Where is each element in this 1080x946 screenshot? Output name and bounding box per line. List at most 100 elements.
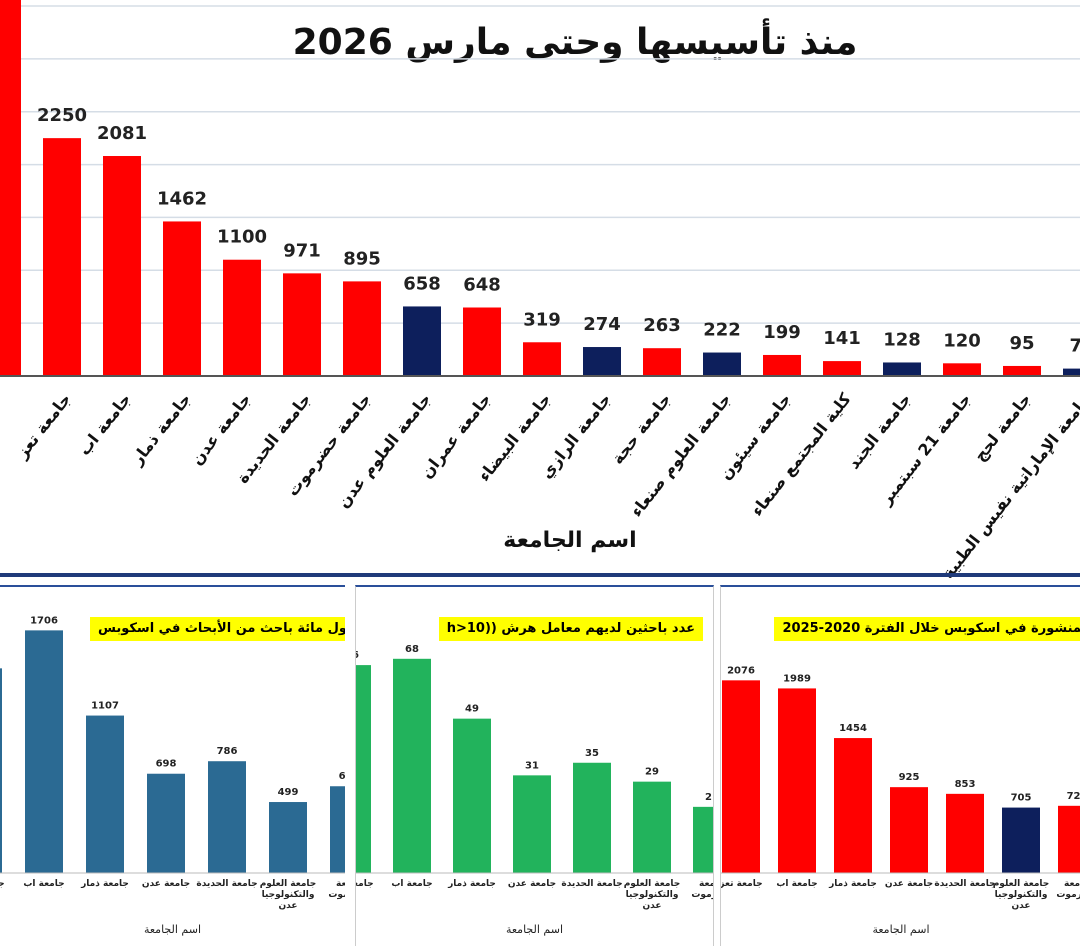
- value-label: 199: [763, 322, 801, 343]
- x-tick-label: جامعة الحديدة: [934, 879, 996, 889]
- x-tick-label-box: جامعة اب: [776, 879, 818, 889]
- x-tick-label-box: جامعة العلوم والتكنولوجيا عدن: [259, 879, 317, 911]
- value-label: 263: [643, 315, 681, 336]
- x-tick-label: جامعة اب: [776, 879, 818, 889]
- x-tick-label-box: جامعة عدن: [507, 879, 557, 889]
- value-label: 66: [356, 650, 359, 661]
- x-tick-label: جامعة تعز: [0, 879, 15, 890]
- panel-chart: 2076 جامعة تعز 1989 جامعة اب 1454 جامعة ذمار 9…: [721, 665, 1080, 936]
- x-tick-label: جامعة عدن: [884, 879, 934, 889]
- panel-title: عدد باحثين لديهم معامل هرش ((h>10: [438, 617, 703, 641]
- panel-chart: 66 جامعة تعز 68 جامعة اب 49 جامعة ذمار 31 جامعة…: [356, 644, 713, 936]
- value-label: 499: [278, 787, 299, 798]
- x-tick-label-box: جامعة حضرموت: [1056, 879, 1080, 900]
- bar: [147, 773, 185, 873]
- x-tick-label-box: جامعة تعز: [721, 879, 763, 889]
- x-axis-label: اسم الجامعة: [503, 528, 636, 553]
- panel-title: ول مائة باحث من الأبحاث في اسكوبس: [89, 617, 345, 641]
- bar: [1058, 805, 1080, 873]
- bar: [356, 665, 371, 873]
- value-label: 1100: [217, 227, 267, 248]
- value-label: 648: [463, 274, 501, 295]
- value-label: 971: [283, 240, 321, 261]
- bar: [573, 762, 611, 873]
- value-label: 49: [465, 704, 479, 715]
- x-tick-label: جامعة عدن: [187, 390, 255, 469]
- bar: [0, 668, 2, 873]
- x-tick-label: جامعة لحج: [970, 390, 1035, 465]
- value-label: 1454: [839, 723, 867, 734]
- x-tick-label: جامعة اب: [23, 879, 65, 889]
- x-tick-label: جامعة العلوم والتكنولوجيا عدن: [623, 879, 681, 911]
- value-label: 705: [1011, 793, 1032, 804]
- x-tick-label-box: جامعة الحديدة: [561, 879, 623, 889]
- value-label: 698: [156, 759, 177, 770]
- value-label: 274: [583, 314, 621, 335]
- bar: [43, 138, 81, 376]
- bar: [86, 715, 124, 873]
- bar: [1003, 365, 1041, 376]
- x-tick-label-box: جامعة عدن: [142, 879, 190, 889]
- value-label: 1706: [30, 615, 58, 626]
- x-tick-label: جامعة ذمار: [127, 390, 195, 470]
- x-tick-label-box: جامعة اب: [391, 879, 433, 889]
- value-label: 2081: [97, 123, 147, 144]
- bar: [330, 786, 345, 873]
- bar: [633, 781, 671, 873]
- bar: [722, 680, 760, 873]
- x-tick-label: جامعة العلوم والتكنولوجيا عدن: [992, 879, 1050, 911]
- value-label: 31: [525, 760, 539, 771]
- bar: [453, 718, 491, 873]
- bar: [693, 806, 713, 873]
- bar: [163, 221, 201, 376]
- x-tick-label: جامعة تعز: [12, 390, 75, 463]
- x-tick-label-box: جامعة ذمار: [829, 879, 877, 889]
- x-tick-label: جامعة تعز: [356, 879, 374, 889]
- bar: [283, 273, 321, 376]
- x-tick-label-box: جامعة تعز: [356, 879, 374, 889]
- bar: [1063, 368, 1080, 376]
- bar: [583, 347, 621, 376]
- value-label: 68: [405, 644, 419, 655]
- x-tick-label: جامعة حضرموت: [691, 879, 713, 900]
- bar: [223, 259, 261, 376]
- value-label: 2076: [727, 665, 755, 676]
- bar: [643, 348, 681, 376]
- bar: [269, 802, 307, 873]
- bar: [823, 361, 861, 376]
- bar: [883, 362, 921, 376]
- x-axis-label: اسم الجامعة: [872, 923, 929, 936]
- bar: [208, 761, 246, 873]
- x-tick-label: جامعة ذمار: [829, 879, 877, 889]
- value-label: 95: [1009, 333, 1034, 354]
- bar: [890, 787, 928, 873]
- x-tick-label: جامعة العلوم والتكنولوجيا عدن: [259, 879, 317, 911]
- value-label: 1107: [91, 701, 119, 712]
- value-label: 895: [343, 248, 381, 269]
- bar: [103, 156, 141, 376]
- value-label: 120: [943, 330, 981, 351]
- x-tick-label: جامعة ذمار: [448, 879, 496, 889]
- value-label: 925: [899, 772, 920, 783]
- x-tick-label: جامعة اب: [391, 879, 433, 889]
- x-tick-label: جامعة عدن: [507, 879, 557, 889]
- bar: [763, 354, 801, 376]
- value-label: 1462: [157, 188, 207, 209]
- bar: [1002, 807, 1040, 873]
- x-tick-label: جامعة الحديدة: [561, 879, 623, 889]
- value-label: 724: [1067, 791, 1080, 802]
- panel: 2076 جامعة تعز 1989 جامعة اب 1454 جامعة ذمار 9…: [720, 585, 1080, 946]
- value-label: 786: [217, 746, 238, 757]
- x-tick-label-box: جامعة العلوم والتكنولوجيا عدن: [623, 879, 681, 911]
- bar: [513, 775, 551, 873]
- x-tick-label-box: جامعة عدن: [884, 879, 934, 889]
- bar: [0, 0, 21, 376]
- value-label: 70: [1069, 336, 1080, 357]
- bar: [946, 793, 984, 873]
- bar: [25, 630, 63, 873]
- x-tick-label: جامعة ذمار: [81, 879, 129, 889]
- x-tick-label-box: جامعة الحديدة: [934, 879, 996, 889]
- x-tick-label: جامعة حضرموت: [328, 879, 345, 900]
- bar: [778, 688, 816, 873]
- x-axis-label: اسم الجامعة: [144, 923, 201, 936]
